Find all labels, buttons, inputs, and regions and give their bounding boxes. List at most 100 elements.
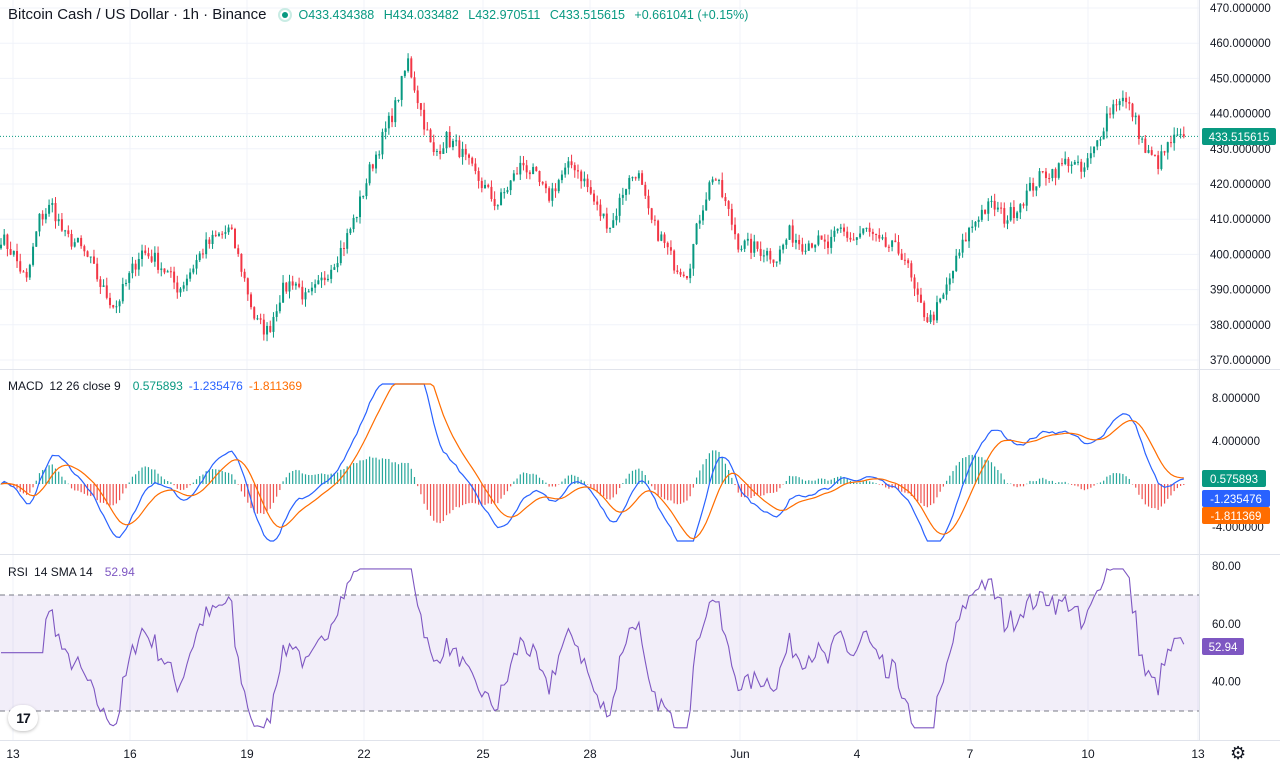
macd-histogram-bar (410, 468, 412, 484)
candle-body (221, 233, 224, 235)
candle-body (509, 180, 512, 191)
candle-body (913, 277, 916, 289)
candle-body (698, 220, 701, 224)
macd-histogram-bar (673, 484, 675, 504)
macd-histogram-bar (295, 469, 297, 484)
candle-body (525, 165, 528, 173)
time-axis[interactable]: 13 16 19 22 25 28 Jun 4 7 10 13 (6, 747, 1205, 761)
candle-body (137, 259, 140, 270)
candle-body (544, 183, 547, 189)
candle-body (512, 173, 515, 181)
candle-body (1173, 134, 1176, 144)
macd-histogram-bar (397, 464, 400, 484)
rsi-legend[interactable]: RSI 14 SMA 14 52.94 (8, 565, 135, 579)
candle-body (602, 213, 605, 217)
macd-histogram-bar (702, 464, 704, 484)
candle-body (843, 227, 846, 232)
macd-histogram-bar (779, 484, 781, 489)
candle-body (775, 261, 778, 263)
candle-body (1141, 138, 1144, 140)
macd-histogram-bar (346, 466, 348, 484)
macd-histogram-bar (74, 484, 76, 491)
macd-histogram-bar (625, 478, 627, 484)
candlestick-series[interactable] (0, 53, 1185, 342)
candle-body (73, 242, 76, 247)
macd-histogram-bar (497, 484, 499, 504)
candle-body (996, 207, 999, 210)
candle-body (230, 227, 233, 229)
macd-histogram-bar (638, 468, 640, 484)
candle-body (846, 231, 849, 238)
rsi-band-background (0, 595, 1199, 711)
macd-histogram-bar (987, 460, 989, 484)
candle-body (820, 235, 823, 240)
macd-histogram-bar (86, 484, 89, 496)
grid-lines (0, 0, 1199, 740)
macd-histogram-bar (814, 480, 816, 484)
macd-histogram-bar (971, 454, 973, 484)
macd-histogram-bar (1144, 484, 1146, 505)
candle-body (660, 234, 663, 241)
candle-body (1028, 182, 1031, 191)
candle-body (519, 162, 522, 175)
macd-histogram-bar (782, 484, 784, 485)
macd-legend[interactable]: MACD 12 26 close 9 0.575893 -1.235476 -1… (8, 379, 302, 393)
candle-body (503, 192, 506, 194)
candle-body (288, 281, 291, 292)
macd-axis[interactable]: 8.000000 4.000000 -4.000000 (1212, 393, 1264, 534)
macd-histogram-bar (1064, 481, 1066, 484)
candle-body (1080, 161, 1083, 172)
macd-histogram-bar (1006, 483, 1009, 484)
macd-histogram-bar (465, 484, 467, 505)
macd-histogram-bar (766, 484, 768, 494)
macd-histogram-bar (1042, 477, 1044, 484)
candle-body (948, 278, 951, 285)
candle-body (833, 230, 836, 237)
candle-body (403, 70, 406, 77)
macd-histogram-bar (679, 484, 682, 504)
macd-histogram-bar (1141, 484, 1143, 500)
tradingview-logo[interactable]: 17 (8, 705, 38, 731)
candle-body (916, 288, 919, 295)
candle-body (932, 314, 935, 321)
macd-histogram-bar (442, 484, 444, 522)
macd-histogram-bar (61, 476, 63, 484)
macd-histogram-bar (596, 484, 598, 493)
macd-histogram-bar (157, 473, 159, 484)
macd-histogram-bar (481, 484, 483, 506)
eye-icon[interactable] (278, 7, 293, 22)
candle-body (952, 271, 955, 279)
candle-body (891, 240, 894, 247)
macd-histogram-bar (1157, 484, 1159, 510)
candle-body (211, 234, 214, 244)
rsi-params: 14 SMA 14 (34, 565, 93, 579)
candle-body (955, 255, 958, 272)
candle-body (1067, 158, 1070, 167)
macd-histogram-bar (474, 484, 476, 504)
macd-histogram-bar (330, 473, 332, 484)
gear-icon[interactable]: ⚙ (1230, 743, 1247, 763)
macd-histogram-bar (612, 484, 614, 498)
macd-histogram-bar (1163, 484, 1166, 504)
macd-histogram-bar (728, 470, 730, 484)
rsi-axis[interactable]: 80.00 60.00 40.00 (1212, 561, 1241, 689)
symbol-title[interactable]: Bitcoin Cash / US Dollar · 1h · Binance (8, 6, 267, 23)
macd-histogram-bar (151, 469, 153, 484)
macd-histogram-bar (70, 484, 73, 489)
candle-body (176, 282, 179, 293)
candle-body (67, 230, 70, 234)
candle-body (945, 284, 948, 295)
macd-histogram-bar (1167, 484, 1169, 499)
candle-body (57, 219, 60, 222)
macd-histogram-bar (1083, 484, 1086, 491)
macd-histogram-bar (577, 476, 579, 484)
candle-body (1157, 155, 1160, 169)
candle-body (445, 131, 448, 149)
macd-histogram-bar (29, 484, 31, 493)
price-axis[interactable]: 470.000000 460.000000 450.000000 440.000000… (1210, 3, 1271, 367)
macd-histogram-bar (926, 484, 928, 508)
macd-histogram-bar (1029, 480, 1031, 484)
macd-histogram-bar (750, 484, 752, 499)
candle-body (342, 247, 345, 249)
